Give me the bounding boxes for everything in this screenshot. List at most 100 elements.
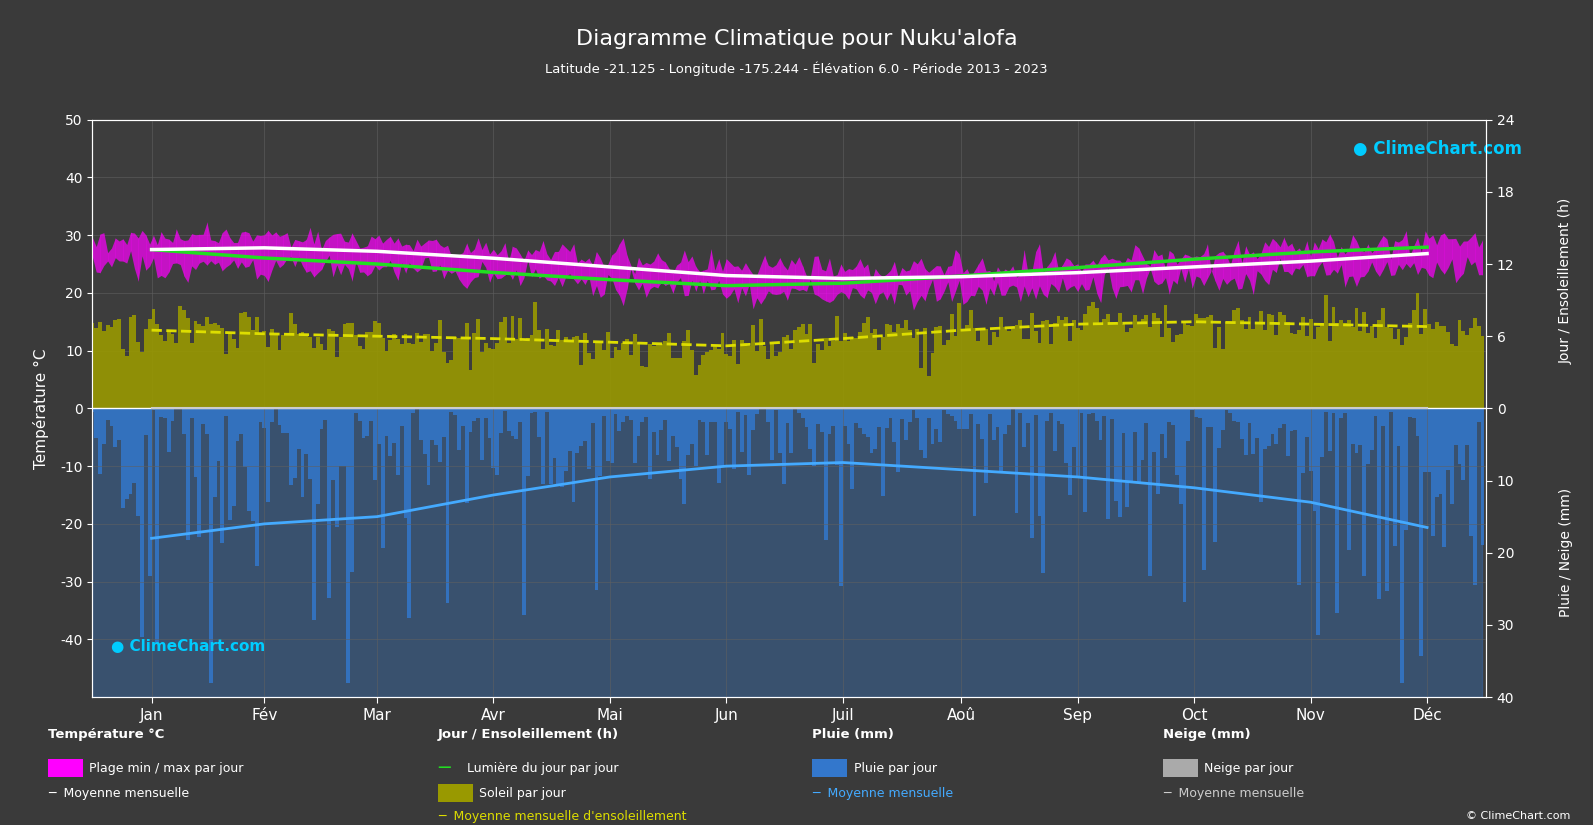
- Bar: [288, 313, 293, 408]
- Bar: [403, 408, 408, 517]
- Bar: [400, 408, 403, 427]
- Bar: [1034, 332, 1037, 408]
- Bar: [1313, 408, 1316, 511]
- Bar: [656, 408, 660, 455]
- Bar: [695, 408, 698, 466]
- Bar: [840, 341, 843, 408]
- Bar: [526, 408, 529, 476]
- Bar: [384, 351, 389, 408]
- Bar: [949, 408, 954, 417]
- Bar: [1171, 408, 1176, 426]
- Bar: [1297, 408, 1301, 586]
- Bar: [594, 408, 599, 591]
- Bar: [1217, 408, 1220, 447]
- Bar: [350, 323, 354, 408]
- Bar: [198, 324, 201, 408]
- Bar: [1042, 321, 1045, 408]
- Bar: [1329, 341, 1332, 408]
- Bar: [137, 408, 140, 516]
- Bar: [1187, 408, 1190, 441]
- Bar: [346, 323, 350, 408]
- Bar: [503, 408, 507, 411]
- Bar: [342, 323, 346, 408]
- Bar: [110, 408, 113, 426]
- Bar: [586, 408, 591, 469]
- Bar: [884, 408, 889, 428]
- Bar: [766, 359, 771, 408]
- Bar: [1294, 408, 1297, 430]
- Bar: [304, 334, 307, 408]
- Bar: [832, 342, 835, 408]
- Bar: [400, 344, 403, 408]
- Bar: [1271, 408, 1274, 434]
- Bar: [438, 320, 441, 408]
- Bar: [296, 334, 301, 408]
- Bar: [706, 408, 709, 455]
- Bar: [1419, 408, 1423, 656]
- Bar: [335, 357, 339, 408]
- Bar: [1343, 408, 1348, 412]
- Bar: [1392, 408, 1397, 545]
- Bar: [889, 408, 892, 417]
- Bar: [430, 408, 435, 440]
- Bar: [824, 408, 827, 540]
- Bar: [148, 319, 151, 408]
- Bar: [846, 341, 851, 408]
- Bar: [373, 321, 378, 408]
- Bar: [648, 408, 652, 478]
- Bar: [1053, 323, 1056, 408]
- Bar: [1469, 408, 1474, 535]
- Bar: [583, 408, 586, 441]
- Bar: [1056, 316, 1061, 408]
- Bar: [1190, 408, 1195, 410]
- Bar: [350, 408, 354, 572]
- Bar: [389, 408, 392, 455]
- Bar: [258, 333, 263, 408]
- Bar: [170, 334, 175, 408]
- Bar: [1182, 321, 1187, 408]
- Bar: [1263, 408, 1266, 449]
- Bar: [671, 357, 675, 408]
- Bar: [900, 328, 903, 408]
- Bar: [556, 408, 561, 485]
- Bar: [362, 408, 365, 438]
- Bar: [1255, 323, 1258, 408]
- Text: Température °C: Température °C: [48, 728, 164, 742]
- Bar: [523, 408, 526, 615]
- Bar: [911, 338, 916, 408]
- Text: ● ClimeChart.com: ● ClimeChart.com: [1352, 140, 1521, 158]
- Bar: [980, 408, 984, 439]
- Bar: [473, 333, 476, 408]
- Bar: [342, 408, 346, 466]
- Text: ─  Moyenne mensuelle d'ensoleillement: ─ Moyenne mensuelle d'ensoleillement: [438, 810, 687, 823]
- Bar: [644, 367, 648, 408]
- Bar: [720, 333, 725, 408]
- Bar: [602, 351, 605, 408]
- Bar: [1075, 328, 1080, 408]
- Bar: [1290, 333, 1294, 408]
- Bar: [1007, 331, 1012, 408]
- Bar: [736, 408, 739, 412]
- Bar: [236, 348, 239, 408]
- Bar: [1114, 322, 1118, 408]
- Bar: [282, 408, 285, 433]
- Text: © ClimeChart.com: © ClimeChart.com: [1466, 811, 1571, 821]
- Bar: [610, 408, 613, 463]
- Bar: [250, 330, 255, 408]
- Bar: [320, 344, 323, 408]
- Bar: [220, 328, 225, 408]
- Bar: [1129, 408, 1133, 482]
- Bar: [1064, 408, 1069, 464]
- Bar: [1091, 408, 1094, 413]
- Bar: [301, 408, 304, 497]
- Bar: [263, 408, 266, 427]
- Bar: [487, 408, 492, 438]
- Text: Latitude -21.125 - Longitude -175.244 - Élévation 6.0 - Période 2013 - 2023: Latitude -21.125 - Longitude -175.244 - …: [545, 62, 1048, 77]
- Bar: [178, 306, 182, 408]
- Bar: [804, 408, 808, 427]
- Bar: [1354, 308, 1359, 408]
- Bar: [790, 349, 793, 408]
- Bar: [690, 408, 695, 444]
- Bar: [1125, 408, 1129, 507]
- Bar: [957, 408, 961, 428]
